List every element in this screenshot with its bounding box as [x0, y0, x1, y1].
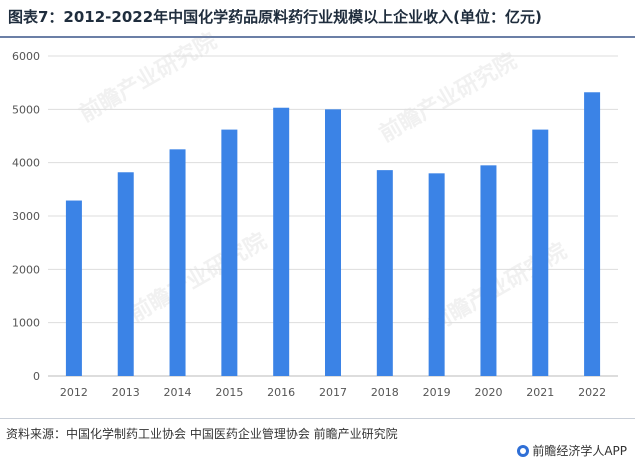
bar [221, 129, 238, 376]
x-tick-label: 2019 [423, 386, 451, 399]
bar [273, 107, 290, 376]
brand-credit: 前瞻经济学人APP [517, 442, 627, 459]
title-divider [0, 36, 635, 38]
x-tick-label: 2015 [215, 386, 243, 399]
footer-divider [0, 418, 635, 419]
y-tick-label: 5000 [12, 103, 40, 116]
bar [169, 149, 186, 376]
x-tick-label: 2020 [474, 386, 502, 399]
x-tick-label: 2017 [319, 386, 347, 399]
bar [532, 129, 549, 376]
bar [480, 165, 497, 376]
bar [325, 109, 341, 376]
y-tick-label: 1000 [12, 317, 40, 330]
bar [376, 170, 393, 376]
x-tick-label: 2012 [60, 386, 88, 399]
y-tick-label: 2000 [12, 263, 40, 276]
y-tick-label: 4000 [12, 157, 40, 170]
bar [584, 92, 601, 376]
x-tick-label: 2014 [164, 386, 192, 399]
bar [428, 173, 445, 376]
y-tick-label: 6000 [12, 50, 40, 63]
y-tick-label: 0 [33, 370, 40, 383]
source-note: 资料来源：中国化学制药工业协会 中国医药企业管理协会 前瞻产业研究院 [6, 427, 398, 441]
bar [117, 172, 134, 376]
y-tick-label: 3000 [12, 210, 40, 223]
bar-chart: 0 1000 2000 3000 4000 5000 6000 2012 2013 2014 201… [12, 50, 618, 399]
brand-logo-icon [517, 444, 530, 457]
x-tick-label: 2016 [267, 386, 295, 399]
x-tick-label: 2018 [371, 386, 399, 399]
x-tick-label: 2021 [526, 386, 554, 399]
x-tick-label: 2013 [112, 386, 140, 399]
chart-title: 图表7：2012-2022年中国化学药品原料药行业规模以上企业收入(单位：亿元) [8, 8, 542, 26]
brand-name: 前瞻经济学人APP [532, 444, 627, 458]
x-tick-label: 2022 [578, 386, 606, 399]
bar [65, 200, 82, 376]
